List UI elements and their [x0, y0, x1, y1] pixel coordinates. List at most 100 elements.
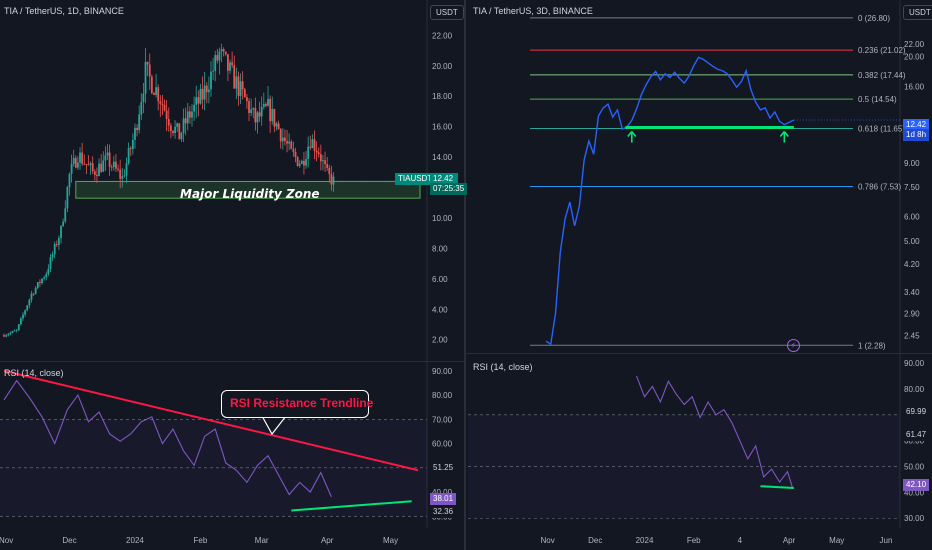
candle-body — [330, 174, 333, 185]
right-rsi-mid-tag: 61.47 — [903, 429, 930, 441]
candle-body — [119, 169, 122, 179]
candle-body — [191, 111, 193, 118]
candle-body — [254, 108, 257, 123]
candle-body — [250, 109, 253, 113]
left-rsi-panel[interactable] — [0, 362, 427, 528]
candle-body — [102, 160, 105, 172]
rsi-callout-box — [221, 390, 369, 418]
candle-body — [110, 166, 113, 168]
candle-body — [296, 156, 299, 166]
right-time-tick-label: Jun — [880, 536, 893, 545]
candle-body — [182, 118, 185, 133]
right-rsi-tick-label: 60.00 — [904, 437, 925, 446]
right-pane-separator[interactable] — [466, 353, 932, 354]
lightning-icon[interactable]: ⚡ — [787, 339, 800, 352]
candle-body — [87, 164, 90, 166]
right-time-tick-label: Apr — [783, 536, 796, 545]
candle-body — [60, 225, 62, 239]
candle-body — [81, 152, 84, 164]
candle-body — [79, 152, 81, 163]
candle-body — [24, 310, 27, 315]
candle-body — [332, 176, 335, 185]
candle-body — [28, 299, 31, 306]
candle-body — [39, 282, 41, 283]
candle-body — [58, 238, 60, 245]
candle-body — [157, 87, 160, 102]
left-countdown-tag: 07:25:35 — [430, 183, 468, 195]
candle-body — [222, 49, 225, 52]
candle-body — [201, 88, 204, 100]
candle-body — [163, 104, 166, 111]
left-price-tick-label: 22.00 — [432, 31, 453, 40]
candle-body — [70, 163, 73, 174]
candle-body — [106, 152, 109, 156]
rsi-resistance-trendline — [3, 369, 419, 472]
candle-body — [148, 64, 151, 77]
left-pane-separator[interactable] — [0, 361, 464, 362]
candle-body — [279, 129, 282, 142]
candle-body — [186, 111, 189, 124]
candle-body — [140, 101, 143, 115]
candle-body — [176, 123, 179, 127]
candle-body — [172, 131, 174, 134]
candle-body — [241, 81, 244, 90]
rsi-line — [3, 379, 332, 498]
candle-body — [66, 187, 69, 209]
candle-body — [246, 97, 248, 102]
fib-level-label: 0.618 (11.65) — [858, 125, 905, 134]
candle-body — [9, 332, 12, 335]
fib-level-label: 1 (2.28) — [858, 341, 886, 350]
candle-body — [188, 111, 191, 118]
candle-body — [53, 244, 56, 255]
candle-body — [131, 139, 134, 149]
candle-body — [267, 98, 269, 106]
candle-body — [47, 268, 50, 275]
left-price-tick-label: 10.00 — [432, 214, 453, 223]
fib-level-label: 0.236 (21.02) — [858, 46, 906, 55]
candle-body — [17, 324, 20, 331]
liquidity-zone — [75, 180, 421, 199]
candle-body — [159, 101, 162, 104]
rsi-support-trendline — [291, 500, 412, 512]
fib-level-label: 0.382 (17.44) — [858, 71, 906, 80]
candle-body — [328, 168, 331, 175]
price-line — [545, 56, 795, 346]
left-currency-button[interactable]: USDT — [430, 5, 464, 20]
candle-body — [55, 244, 58, 245]
right-price-tick-label: 6.00 — [904, 213, 920, 222]
candle-body — [155, 87, 157, 95]
left-time-tick-label: Apr — [321, 536, 334, 545]
candle-body — [307, 146, 310, 159]
candle-body — [239, 81, 242, 96]
left-rsi-tick-label: 70.00 — [432, 415, 453, 424]
up-arrow-icon — [779, 131, 789, 143]
candle-body — [112, 161, 115, 168]
candle-body — [85, 163, 88, 165]
candle-body — [235, 76, 238, 89]
candle-body — [214, 55, 217, 71]
candle-body — [243, 89, 246, 98]
left-rsi-tick-label: 80.00 — [432, 391, 453, 400]
left-price-tag: 12.42 — [430, 173, 458, 185]
candle-body — [142, 93, 145, 102]
candle-body — [138, 114, 141, 131]
candle-body — [313, 139, 316, 151]
right-rsi-panel[interactable] — [468, 354, 900, 528]
candle-body — [165, 110, 168, 119]
candle-body — [129, 147, 132, 149]
candle-body — [319, 154, 322, 162]
right-time-tick-label: Dec — [588, 536, 602, 545]
candle-body — [207, 89, 210, 93]
right-currency-button[interactable]: USDT — [903, 5, 932, 20]
candle-body — [269, 98, 272, 122]
left-rsi-value-tag: 38.01 — [430, 493, 457, 505]
candle-body — [315, 150, 318, 153]
candle-body — [233, 65, 236, 89]
right-countdown-tag: 1d 8h — [903, 129, 930, 141]
candle-body — [43, 277, 46, 279]
candle-body — [22, 314, 24, 319]
right-time-tick-label: Nov — [540, 536, 554, 545]
right-price-panel[interactable] — [468, 0, 900, 353]
candle-body — [11, 331, 14, 333]
candle-body — [260, 106, 263, 117]
